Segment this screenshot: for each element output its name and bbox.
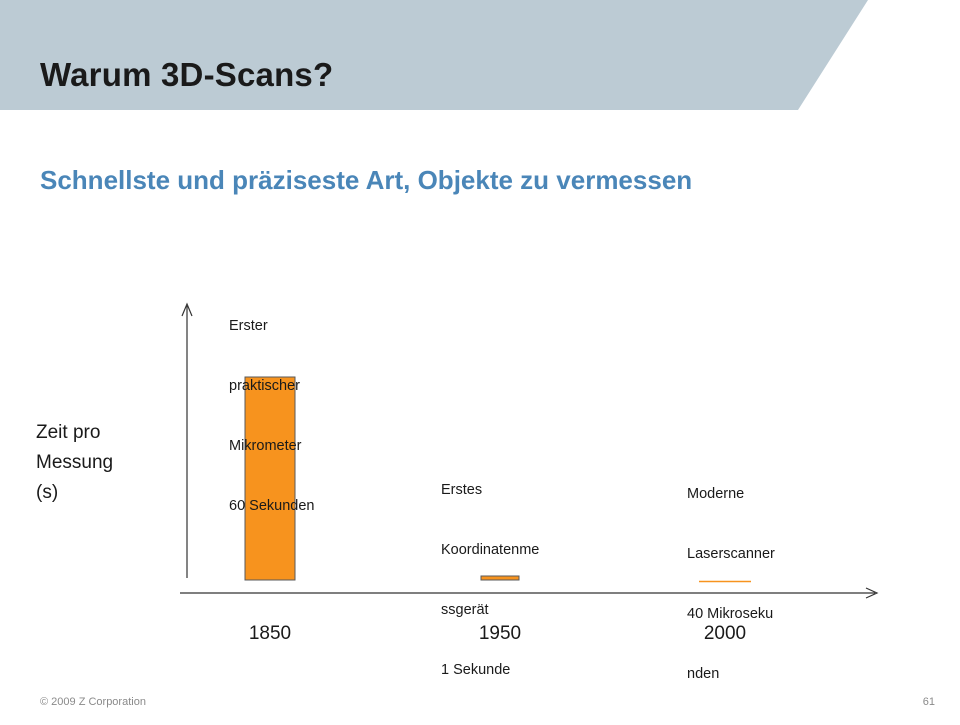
slide-subtitle: Schnellste und präziseste Art, Objekte z… bbox=[40, 165, 693, 195]
bar-1950 bbox=[480, 575, 520, 581]
y-axis-arrow bbox=[181, 302, 193, 317]
slide-title: Warum 3D-Scans? bbox=[40, 56, 334, 93]
annotation-line: 60 Sekunden bbox=[229, 498, 315, 514]
annotation-1850: Erster praktischer Mikrometer 60 Sekunde… bbox=[229, 276, 314, 556]
footer-copyright: © 2009 Z Corporation bbox=[40, 696, 146, 708]
annotation-line: Erster bbox=[229, 318, 268, 334]
x-tick-label-1950: 1950 bbox=[478, 623, 522, 644]
footer-page-number: 61 bbox=[922, 696, 935, 708]
annotation-line: Moderne bbox=[687, 486, 745, 502]
x-tick-label-1850: 1850 bbox=[248, 623, 292, 644]
annotation-2000: Moderne Laserscanner 40 Mikroseku nden bbox=[687, 444, 775, 724]
annotation-line: Erstes bbox=[441, 482, 483, 498]
annotation-line: 1 Sekunde bbox=[441, 662, 511, 678]
y-axis-label-line: (s) bbox=[36, 482, 59, 503]
annotation-line: ssgerät bbox=[441, 602, 489, 618]
chart-axes bbox=[180, 302, 879, 599]
y-axis-label-line: Zeit pro bbox=[36, 422, 101, 443]
header-band bbox=[0, 0, 960, 110]
annotation-line: praktischer bbox=[229, 378, 300, 394]
annotation-line: Koordinatenme bbox=[441, 542, 540, 558]
annotation-line: Laserscanner bbox=[687, 546, 775, 562]
bar-1850 bbox=[244, 376, 296, 581]
annotation-line: nden bbox=[687, 666, 720, 682]
bars bbox=[244, 376, 751, 583]
y-axis-label: Zeit pro Messung (s) bbox=[36, 418, 156, 508]
annotation-1950: Erstes Koordinatenme ssgerät 1 Sekunde bbox=[441, 440, 539, 720]
annotation-line: Mikrometer bbox=[229, 438, 302, 454]
annotation-line: 40 Mikroseku bbox=[687, 606, 774, 622]
y-axis-label-line: Messung bbox=[36, 452, 114, 473]
x-tick-label-2000: 2000 bbox=[703, 623, 747, 644]
x-axis-arrow bbox=[865, 587, 879, 599]
